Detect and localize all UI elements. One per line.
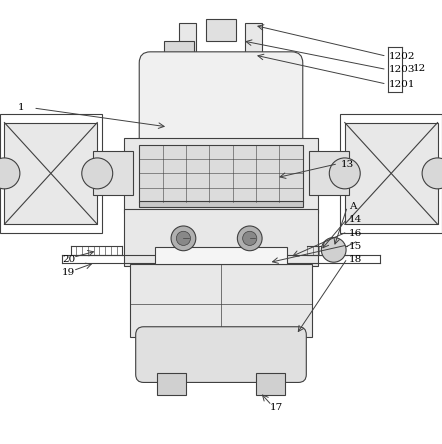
Bar xyxy=(164,41,194,59)
Bar xyxy=(124,138,318,213)
Bar xyxy=(155,247,287,264)
Bar xyxy=(4,123,97,224)
Bar xyxy=(256,373,285,395)
Circle shape xyxy=(321,238,346,262)
FancyBboxPatch shape xyxy=(136,327,306,382)
Text: 17: 17 xyxy=(270,403,283,412)
Text: A: A xyxy=(349,202,357,211)
Text: 20: 20 xyxy=(62,255,75,264)
Circle shape xyxy=(176,231,191,246)
Bar xyxy=(0,114,102,233)
Text: 19: 19 xyxy=(62,268,75,278)
Bar xyxy=(309,151,349,195)
Bar xyxy=(157,373,186,395)
Bar xyxy=(139,145,303,202)
Text: 15: 15 xyxy=(349,242,362,251)
Bar xyxy=(179,23,196,72)
Text: 1: 1 xyxy=(18,103,24,111)
Text: 16: 16 xyxy=(349,229,362,238)
Bar xyxy=(206,19,236,41)
Circle shape xyxy=(0,158,20,189)
Text: 12: 12 xyxy=(413,63,427,73)
Circle shape xyxy=(237,226,262,251)
Bar xyxy=(130,264,312,337)
Text: 14: 14 xyxy=(349,215,362,224)
Circle shape xyxy=(422,158,442,189)
Circle shape xyxy=(329,158,360,189)
Circle shape xyxy=(243,231,257,246)
Bar xyxy=(340,114,442,233)
Bar xyxy=(345,123,438,224)
Text: 1201: 1201 xyxy=(389,80,415,90)
Circle shape xyxy=(171,226,196,251)
Bar xyxy=(124,209,318,266)
Text: 18: 18 xyxy=(349,255,362,264)
Bar xyxy=(139,201,303,206)
Bar xyxy=(245,23,262,72)
Bar xyxy=(93,151,133,195)
Text: 13: 13 xyxy=(340,160,354,169)
Circle shape xyxy=(82,158,113,189)
Text: 1203: 1203 xyxy=(389,65,415,74)
FancyBboxPatch shape xyxy=(139,52,303,154)
Text: 1202: 1202 xyxy=(389,52,415,61)
